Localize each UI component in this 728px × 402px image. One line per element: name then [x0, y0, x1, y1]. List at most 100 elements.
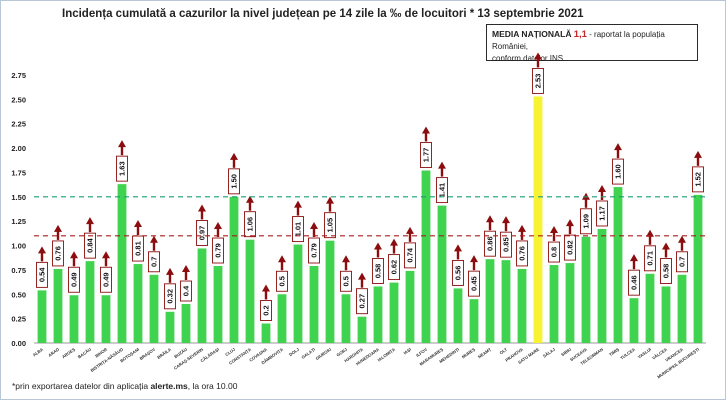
value-label-box — [500, 231, 512, 258]
category-label: TULCEA — [619, 347, 636, 361]
up-arrow-icon — [150, 235, 158, 243]
up-arrow-icon — [70, 251, 78, 259]
bar — [133, 264, 143, 343]
category-label: ALBA — [32, 347, 44, 358]
value-label: 0.58 — [662, 264, 671, 279]
value-label-box — [228, 168, 240, 195]
value-label: 0.27 — [358, 294, 367, 309]
category-label: NEAMȚ — [477, 346, 492, 359]
value-label-box — [404, 242, 416, 269]
bar — [277, 294, 287, 343]
y-tick-label: 0.00 — [11, 339, 26, 348]
value-label: 0.49 — [70, 272, 79, 287]
footnote: *prin exportarea datelor din aplicația a… — [12, 381, 237, 391]
value-label: 1.01 — [294, 222, 303, 237]
value-label-box — [324, 212, 336, 239]
y-tick-label: 0.75 — [11, 266, 26, 275]
bar — [293, 244, 303, 343]
category-label: IALOMIȚA — [377, 347, 396, 363]
value-label-box — [692, 166, 704, 193]
bar — [517, 268, 527, 343]
value-label-box — [308, 237, 320, 264]
value-label: 0.45 — [470, 276, 479, 291]
value-label: 0.32 — [166, 289, 175, 304]
value-label: 0.62 — [390, 260, 399, 275]
bar — [261, 323, 271, 343]
value-label-box — [452, 259, 464, 286]
bar — [677, 274, 687, 343]
bar — [453, 288, 463, 343]
y-tick-label: 2.25 — [11, 120, 26, 129]
value-label: 0.4 — [182, 285, 191, 296]
national-average-source: conform datelor INS — [492, 54, 564, 63]
up-arrow-icon — [342, 255, 350, 263]
category-label: BIHOR — [94, 347, 108, 359]
value-label-box — [196, 220, 208, 246]
value-label-box — [676, 251, 688, 273]
bar — [645, 273, 655, 343]
bar — [581, 236, 591, 343]
value-label-box — [388, 254, 400, 281]
chart-title: Incidența cumulată a cazurilor la nivel … — [62, 8, 584, 20]
category-label: SĂLAJ — [542, 346, 557, 358]
bar — [213, 266, 223, 343]
bar — [597, 228, 607, 343]
up-arrow-icon — [294, 200, 302, 208]
value-label-box — [436, 177, 448, 204]
category-label: ILFOV — [415, 347, 428, 358]
bar — [373, 286, 383, 343]
bar — [469, 299, 479, 343]
bar — [325, 240, 335, 343]
value-label: 1.63 — [118, 161, 127, 176]
value-label: 1.06 — [246, 217, 255, 232]
value-label-box — [596, 200, 608, 227]
value-label: 1.05 — [326, 218, 335, 233]
value-label-box — [340, 270, 352, 292]
up-arrow-icon — [326, 196, 334, 204]
up-arrow-icon — [630, 254, 638, 262]
value-label: 1.50 — [230, 174, 239, 189]
y-tick-label: 2.50 — [11, 95, 26, 104]
bar — [53, 268, 63, 343]
up-arrow-icon — [438, 161, 446, 169]
category-label: MUREȘ — [461, 347, 476, 360]
value-label: 0.46 — [630, 275, 639, 290]
y-tick-label: 1.50 — [11, 193, 26, 202]
category-label: ARAD — [47, 347, 60, 358]
bar — [549, 265, 559, 343]
up-arrow-icon — [134, 220, 142, 228]
footnote-prefix: *prin exportarea datelor din aplicația — [12, 381, 151, 391]
up-arrow-icon — [598, 184, 606, 192]
category-label: IAȘI — [403, 347, 413, 356]
value-label: 0.76 — [54, 246, 63, 261]
bar — [533, 96, 543, 343]
bar — [389, 282, 399, 343]
up-arrow-icon — [454, 244, 462, 252]
value-label-box — [36, 261, 48, 288]
category-label: ARGEȘ — [61, 347, 76, 360]
value-label-box — [68, 266, 80, 293]
value-label: 1.41 — [438, 183, 447, 198]
y-tick-label: 1.25 — [11, 217, 26, 226]
value-label-box — [548, 241, 560, 263]
value-label: 1.17 — [598, 206, 607, 221]
up-arrow-icon — [246, 195, 254, 203]
value-label-box — [628, 269, 640, 296]
value-label: 1.09 — [582, 214, 591, 229]
bar — [405, 270, 415, 343]
bar — [341, 294, 351, 343]
up-arrow-icon — [262, 284, 270, 292]
bar — [613, 187, 623, 343]
footnote-suffix: , la ora 10.00 — [187, 381, 238, 391]
value-label: 0.79 — [214, 243, 223, 258]
up-arrow-icon — [550, 226, 558, 234]
bar — [149, 274, 159, 343]
up-arrow-icon — [182, 265, 190, 273]
value-label: 0.49 — [102, 272, 111, 287]
value-label: 0.71 — [646, 251, 655, 266]
value-label: 0.85 — [502, 237, 511, 252]
value-label-box — [180, 280, 192, 302]
up-arrow-icon — [390, 238, 398, 246]
bar — [101, 295, 111, 343]
